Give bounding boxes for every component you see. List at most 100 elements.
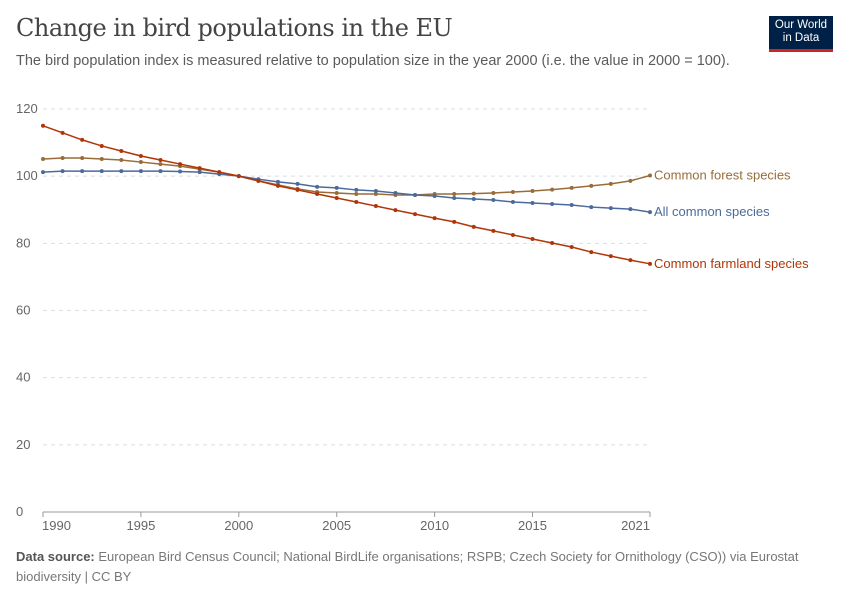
data-point bbox=[99, 169, 104, 174]
data-point bbox=[393, 208, 398, 213]
data-point bbox=[608, 206, 613, 211]
data-point bbox=[138, 160, 143, 165]
x-tick-label: 2010 bbox=[420, 518, 449, 533]
data-point bbox=[315, 191, 320, 196]
data-point bbox=[530, 236, 535, 241]
data-point bbox=[80, 169, 85, 174]
data-point bbox=[60, 156, 65, 161]
data-point bbox=[471, 197, 476, 202]
series-label: Common farmland species bbox=[654, 256, 809, 271]
data-point bbox=[491, 198, 496, 203]
data-point bbox=[432, 216, 437, 221]
data-point bbox=[295, 181, 300, 186]
data-point bbox=[334, 185, 339, 190]
data-point bbox=[236, 174, 241, 179]
y-tick-label: 100 bbox=[16, 168, 38, 183]
data-point bbox=[628, 178, 633, 183]
data-point bbox=[628, 207, 633, 212]
data-point bbox=[334, 195, 339, 200]
data-point bbox=[589, 205, 594, 210]
data-point bbox=[99, 157, 104, 162]
data-point bbox=[119, 148, 124, 153]
data-point bbox=[393, 190, 398, 195]
data-point bbox=[99, 143, 104, 148]
data-point bbox=[119, 169, 124, 174]
data-point bbox=[275, 183, 280, 188]
data-point bbox=[413, 192, 418, 197]
data-point bbox=[491, 228, 496, 233]
y-tick-label: 80 bbox=[16, 235, 30, 250]
data-point bbox=[452, 191, 457, 196]
data-point bbox=[138, 154, 143, 159]
y-tick-label: 40 bbox=[16, 370, 30, 385]
y-tick-label: 60 bbox=[16, 303, 30, 318]
series-line-1 bbox=[42, 170, 651, 213]
data-point bbox=[589, 250, 594, 255]
data-point bbox=[178, 169, 183, 174]
x-tick-label: 2015 bbox=[518, 518, 547, 533]
data-point bbox=[569, 185, 574, 190]
data-point bbox=[178, 162, 183, 167]
data-point bbox=[354, 187, 359, 192]
data-point bbox=[550, 187, 555, 192]
data-point bbox=[373, 188, 378, 193]
data-point bbox=[41, 170, 45, 175]
data-point bbox=[569, 245, 574, 250]
data-point bbox=[60, 130, 65, 135]
data-point bbox=[315, 184, 320, 189]
data-point bbox=[197, 166, 202, 171]
y-tick-label: 0 bbox=[16, 504, 23, 519]
series-label: Common forest species bbox=[654, 167, 791, 182]
data-point bbox=[648, 173, 652, 178]
data-point bbox=[589, 183, 594, 188]
data-point bbox=[295, 187, 300, 192]
data-point bbox=[158, 158, 163, 163]
data-point bbox=[491, 190, 496, 195]
data-point bbox=[550, 240, 555, 245]
data-point bbox=[608, 181, 613, 186]
data-point bbox=[119, 158, 124, 163]
series-line-2 bbox=[42, 125, 651, 265]
data-point bbox=[471, 224, 476, 229]
data-point bbox=[413, 212, 418, 217]
data-point bbox=[432, 193, 437, 198]
data-point bbox=[550, 202, 555, 207]
chart-subtitle: The bird population index is measured re… bbox=[16, 53, 730, 69]
series-label: All common species bbox=[654, 204, 770, 219]
x-tick-label: 2005 bbox=[322, 518, 351, 533]
data-point bbox=[373, 204, 378, 209]
x-tick-label: 1990 bbox=[42, 518, 71, 533]
source-label: Data source: bbox=[16, 549, 95, 564]
footer-source: Data source: European Bird Census Counci… bbox=[16, 547, 816, 587]
data-point bbox=[80, 137, 85, 142]
data-point bbox=[608, 254, 613, 259]
data-point bbox=[41, 123, 45, 128]
data-point bbox=[158, 162, 163, 167]
data-point bbox=[510, 232, 515, 237]
data-point bbox=[256, 178, 261, 183]
series-line-0 bbox=[42, 157, 651, 196]
data-point bbox=[354, 200, 359, 205]
data-point bbox=[334, 190, 339, 195]
data-point bbox=[80, 156, 85, 161]
data-point bbox=[510, 189, 515, 194]
source-text: European Bird Census Council; National B… bbox=[16, 549, 799, 584]
data-point bbox=[60, 169, 65, 174]
x-tick-label: 2000 bbox=[224, 518, 253, 533]
chart-title: Change in bird populations in the EU bbox=[16, 14, 453, 42]
owid-logo[interactable]: Our World in Data bbox=[769, 16, 833, 52]
data-point bbox=[217, 170, 222, 175]
data-point bbox=[197, 170, 202, 175]
data-point bbox=[275, 179, 280, 184]
data-point bbox=[41, 157, 45, 162]
x-tick-label: 1995 bbox=[126, 518, 155, 533]
y-tick-label: 120 bbox=[16, 101, 38, 116]
data-point bbox=[648, 210, 652, 215]
data-point bbox=[628, 258, 633, 263]
x-tick-label: 2021 bbox=[621, 518, 650, 533]
data-point bbox=[569, 203, 574, 208]
data-point bbox=[158, 169, 163, 174]
data-point bbox=[354, 191, 359, 196]
data-point bbox=[138, 169, 143, 174]
